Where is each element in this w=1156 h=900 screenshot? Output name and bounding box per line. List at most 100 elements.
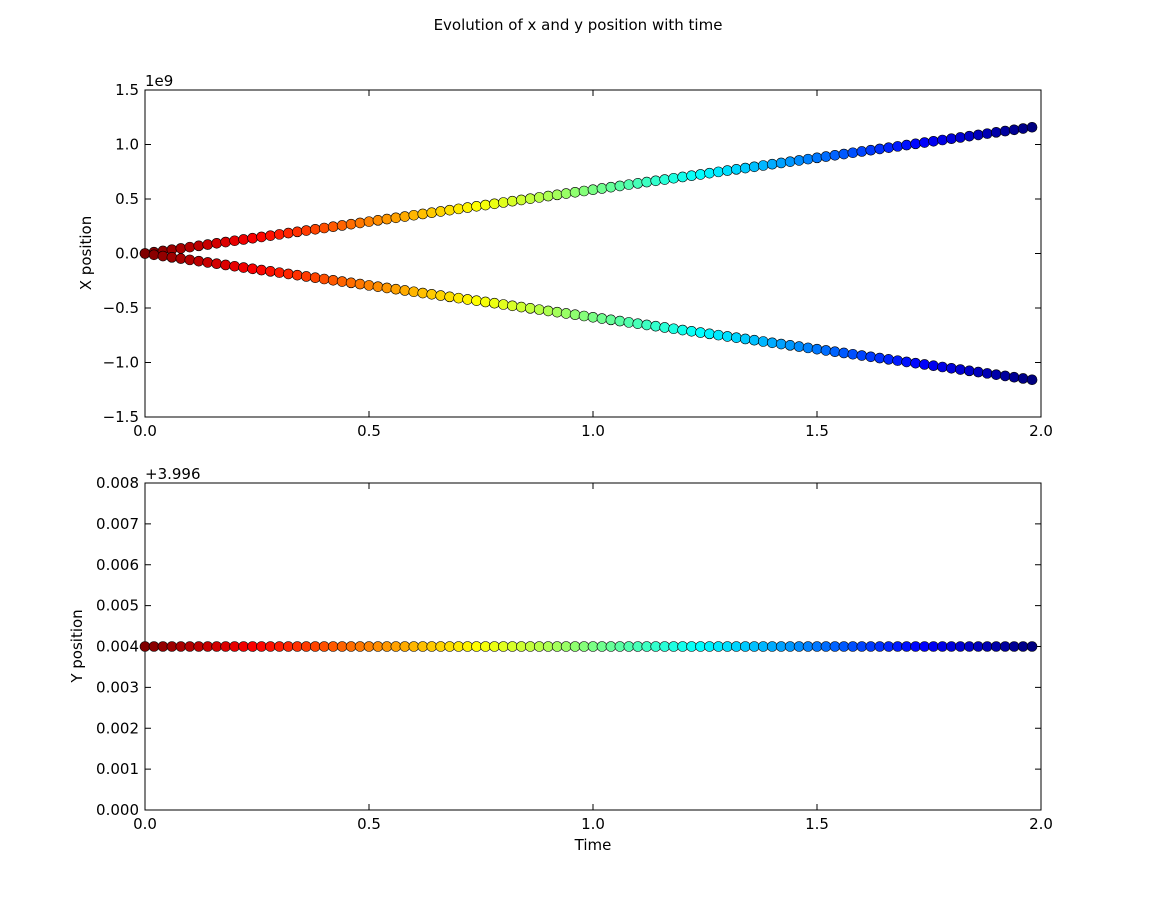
- data-point: [928, 135, 939, 147]
- data-point: [901, 641, 912, 652]
- data-point: [990, 127, 1002, 138]
- data-point: [847, 641, 859, 652]
- data-point: [247, 641, 258, 652]
- data-point: [811, 343, 823, 355]
- data-point: [498, 299, 509, 310]
- data-point: [990, 641, 1002, 652]
- data-point: [722, 331, 733, 342]
- data-point: [802, 641, 814, 652]
- data-point: [614, 180, 626, 192]
- data-point: [972, 641, 984, 652]
- data-point: [399, 641, 411, 652]
- data-point: [820, 641, 832, 652]
- data-point: [184, 641, 196, 652]
- y-tick-label: 0.000: [96, 801, 139, 819]
- data-point: [408, 286, 420, 298]
- data-point: [498, 197, 509, 208]
- data-point: [829, 641, 841, 652]
- data-point: [757, 641, 769, 652]
- data-point: [883, 641, 894, 652]
- data-point: [542, 641, 554, 652]
- y-tick-label: 0.006: [96, 556, 139, 574]
- x-tick-label: 1.5: [805, 422, 829, 440]
- data-point: [480, 199, 491, 211]
- data-point: [435, 290, 446, 301]
- data-point: [731, 332, 742, 343]
- data-point: [820, 151, 832, 162]
- data-point: [256, 231, 267, 243]
- data-point: [265, 641, 276, 652]
- data-point: [489, 198, 500, 210]
- data-point: [184, 241, 196, 253]
- data-point: [766, 337, 778, 349]
- figure-title: Evolution of x and y position with time: [434, 16, 723, 34]
- data-point: [865, 641, 877, 652]
- data-point: [489, 297, 500, 309]
- data-point: [220, 641, 231, 652]
- data-point: [740, 333, 751, 345]
- data-point: [507, 300, 518, 312]
- data-point: [247, 263, 258, 275]
- data-point: [345, 218, 357, 230]
- data-point: [614, 641, 626, 652]
- data-point: [784, 340, 796, 351]
- data-point: [139, 641, 151, 652]
- data-point: [444, 204, 455, 216]
- data-point: [390, 283, 402, 295]
- x-tick-label: 0.5: [357, 422, 381, 440]
- data-point: [292, 269, 303, 281]
- data-point: [990, 369, 1002, 380]
- data-point: [247, 232, 258, 244]
- data-point: [847, 147, 859, 159]
- data-point: [175, 641, 187, 652]
- data-point: [677, 171, 688, 183]
- data-point: [865, 144, 877, 156]
- data-point: [560, 641, 572, 652]
- data-point: [256, 264, 267, 276]
- data-point: [865, 351, 877, 363]
- data-point: [578, 641, 590, 652]
- data-point: [784, 156, 796, 167]
- data-point: [981, 641, 993, 652]
- data-point: [220, 236, 231, 248]
- data-point: [578, 185, 590, 197]
- x-tick-label: 1.0: [581, 815, 605, 833]
- data-point: [453, 292, 464, 304]
- data-point: [641, 176, 653, 188]
- data-point: [740, 641, 751, 652]
- data-point: [623, 179, 635, 190]
- data-point: [318, 273, 330, 285]
- data-point: [713, 641, 724, 652]
- data-point: [462, 294, 473, 305]
- data-point: [444, 291, 455, 303]
- data-point: [399, 285, 411, 296]
- data-point: [775, 157, 787, 169]
- data-point: [748, 161, 760, 173]
- data-point: [686, 641, 697, 652]
- data-point: [605, 641, 617, 652]
- data-point: [417, 641, 429, 652]
- data-point: [327, 641, 339, 652]
- data-point: [793, 155, 805, 166]
- data-point: [892, 355, 903, 366]
- data-point: [283, 227, 294, 239]
- data-point: [372, 641, 384, 652]
- data-point: [883, 142, 894, 153]
- x-tick-label: 1.0: [581, 422, 605, 440]
- data-point: [596, 183, 608, 194]
- data-point: [668, 641, 679, 652]
- y-position-plot: +3.996 Y position Time 0.0 0.5 1.0 1.5 2.0 0.…: [68, 465, 1053, 854]
- data-point: [524, 193, 536, 204]
- data-point: [632, 318, 644, 329]
- data-point: [211, 258, 222, 270]
- data-point: [471, 641, 482, 652]
- data-point: [901, 356, 912, 368]
- data-point: [265, 230, 276, 241]
- data-point: [578, 310, 590, 322]
- x-tick-label: 0.5: [357, 815, 381, 833]
- data-point: [211, 641, 222, 652]
- data-point: [516, 301, 527, 313]
- data-point: [919, 641, 930, 652]
- data-point: [542, 305, 554, 317]
- data-point: [399, 211, 411, 222]
